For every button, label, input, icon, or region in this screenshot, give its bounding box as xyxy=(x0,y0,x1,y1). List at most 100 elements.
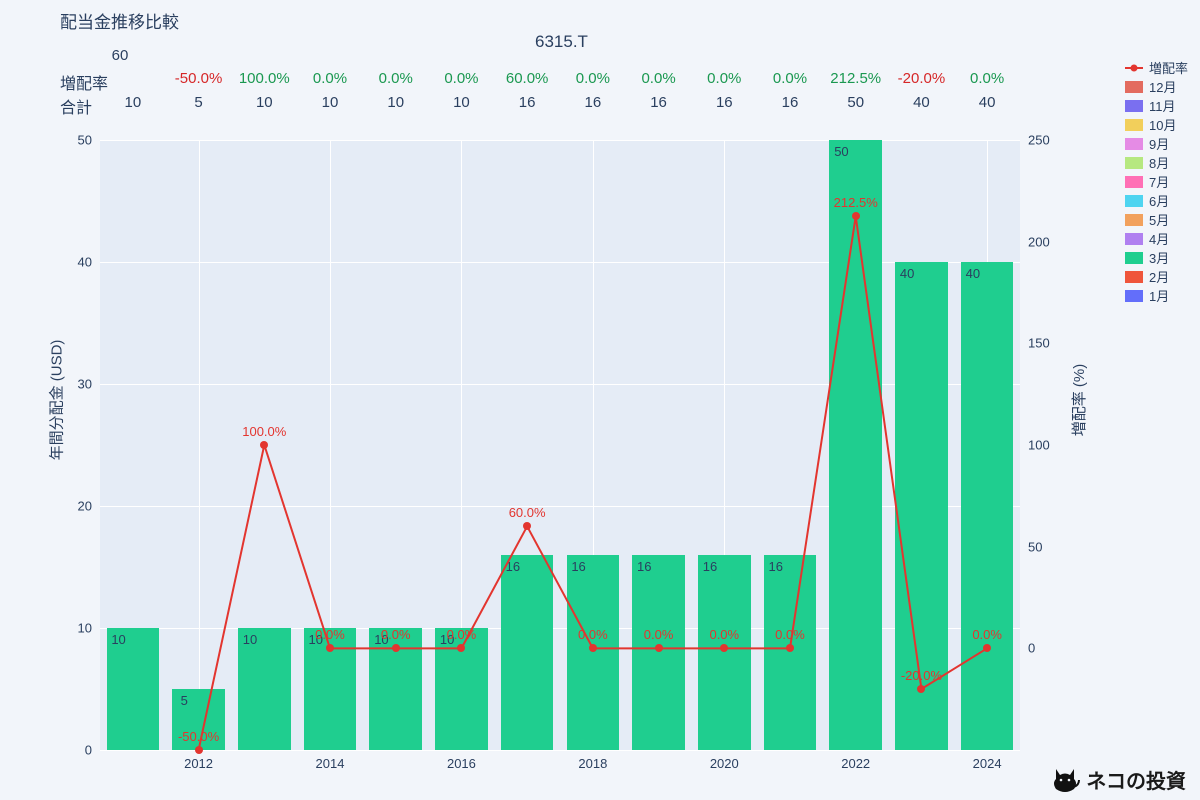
growth-cell: -20.0% xyxy=(898,70,946,87)
line-point[interactable] xyxy=(392,644,400,652)
legend-item-month[interactable]: 6月 xyxy=(1125,191,1188,210)
legend-label: 2月 xyxy=(1149,267,1169,286)
legend-item-month[interactable]: 4月 xyxy=(1125,229,1188,248)
line-point[interactable] xyxy=(655,644,663,652)
x-tick: 2012 xyxy=(184,750,213,771)
growth-cell: 212.5% xyxy=(830,70,881,87)
y-left-tick: 30 xyxy=(78,377,100,392)
legend-item-line[interactable]: 増配率 xyxy=(1125,58,1188,77)
chart-subtitle: 6315.T xyxy=(535,32,588,52)
total-cell: 16 xyxy=(716,94,733,111)
legend-item-month[interactable]: 1月 xyxy=(1125,286,1188,305)
y-left-tick-top: 60 xyxy=(112,47,129,64)
legend-label: 1月 xyxy=(1149,286,1169,305)
line-point[interactable] xyxy=(260,441,268,449)
line-point-label: 0.0% xyxy=(972,627,1002,642)
y-right-tick: 200 xyxy=(1020,234,1050,249)
growth-cell: 0.0% xyxy=(707,70,741,87)
total-cell: 16 xyxy=(519,94,536,111)
x-tick: 2014 xyxy=(316,750,345,771)
line-point-label: 0.0% xyxy=(775,627,805,642)
y-right-tick: 100 xyxy=(1020,438,1050,453)
plot-area: 105101010101616161616504040 -50.0%100.0%… xyxy=(100,140,1020,750)
watermark: ネコの投資 xyxy=(1050,765,1186,794)
legend-label: 増配率 xyxy=(1149,58,1188,77)
legend-label: 5月 xyxy=(1149,210,1169,229)
legend-label: 11月 xyxy=(1149,96,1176,115)
line-point[interactable] xyxy=(523,522,531,530)
line-point[interactable] xyxy=(589,644,597,652)
legend-label: 4月 xyxy=(1149,229,1169,248)
x-tick: 2020 xyxy=(710,750,739,771)
line-point[interactable] xyxy=(720,644,728,652)
line-point[interactable] xyxy=(852,212,860,220)
total-cell: 5 xyxy=(194,94,202,111)
legend-item-month[interactable]: 12月 xyxy=(1125,77,1188,96)
line-point-label: 0.0% xyxy=(315,627,345,642)
row-label-total: 合計 xyxy=(60,94,92,118)
line-point-label: 60.0% xyxy=(509,505,546,520)
legend-label: 3月 xyxy=(1149,248,1169,267)
y-right-tick: 250 xyxy=(1020,133,1050,148)
growth-cell: 0.0% xyxy=(970,70,1004,87)
line-point[interactable] xyxy=(917,685,925,693)
growth-cell: 60.0% xyxy=(506,70,549,87)
legend-label: 6月 xyxy=(1149,191,1169,210)
y-axis-right-title: 増配率 (%) xyxy=(1068,364,1089,437)
legend-label: 10月 xyxy=(1149,115,1176,134)
legend-item-month[interactable]: 10月 xyxy=(1125,115,1188,134)
total-cell: 10 xyxy=(125,94,142,111)
y-left-tick: 10 xyxy=(78,621,100,636)
growth-cell: 0.0% xyxy=(313,70,347,87)
line-point-label: 0.0% xyxy=(709,627,739,642)
line-point-label: 0.0% xyxy=(381,627,411,642)
y-left-tick: 0 xyxy=(85,743,100,758)
growth-cell: 0.0% xyxy=(444,70,478,87)
y-right-tick: 0 xyxy=(1020,641,1035,656)
cat-icon xyxy=(1050,767,1080,793)
legend-item-month[interactable]: 9月 xyxy=(1125,134,1188,153)
x-tick: 2018 xyxy=(578,750,607,771)
x-tick: 2022 xyxy=(841,750,870,771)
line-point-label: 0.0% xyxy=(578,627,608,642)
line-point[interactable] xyxy=(457,644,465,652)
row-label-growth: 増配率 xyxy=(60,70,108,94)
total-cell: 10 xyxy=(256,94,273,111)
legend-item-month[interactable]: 2月 xyxy=(1125,267,1188,286)
x-tick: 2016 xyxy=(447,750,476,771)
total-cell: 16 xyxy=(585,94,602,111)
growth-cell: 0.0% xyxy=(576,70,610,87)
legend-item-month[interactable]: 3月 xyxy=(1125,248,1188,267)
growth-cell: 0.0% xyxy=(773,70,807,87)
total-cell: 10 xyxy=(387,94,404,111)
total-cell: 16 xyxy=(782,94,799,111)
y-right-tick: 50 xyxy=(1020,539,1042,554)
legend-label: 7月 xyxy=(1149,172,1169,191)
line-point[interactable] xyxy=(326,644,334,652)
line-point[interactable] xyxy=(983,644,991,652)
line-point[interactable] xyxy=(786,644,794,652)
line-point-label: 0.0% xyxy=(644,627,674,642)
growth-cell: 100.0% xyxy=(239,70,290,87)
chart-title: 配当金推移比較 xyxy=(60,8,179,33)
line-point-label: 100.0% xyxy=(242,424,286,439)
watermark-text: ネコの投資 xyxy=(1086,765,1186,794)
total-cell: 40 xyxy=(979,94,996,111)
legend-label: 9月 xyxy=(1149,134,1169,153)
total-cell: 10 xyxy=(453,94,470,111)
legend[interactable]: 増配率12月11月10月9月8月7月6月5月4月3月2月1月 xyxy=(1125,58,1188,305)
line-point-label: 0.0% xyxy=(447,627,477,642)
legend-item-month[interactable]: 5月 xyxy=(1125,210,1188,229)
growth-line xyxy=(100,140,1020,750)
line-point-label: 212.5% xyxy=(834,195,878,210)
y-right-tick: 150 xyxy=(1020,336,1050,351)
total-cell: 10 xyxy=(322,94,339,111)
total-cell: 50 xyxy=(847,94,864,111)
legend-item-month[interactable]: 11月 xyxy=(1125,96,1188,115)
legend-item-month[interactable]: 8月 xyxy=(1125,153,1188,172)
line-point-label: -50.0% xyxy=(178,729,219,744)
total-cell: 16 xyxy=(650,94,667,111)
legend-label: 12月 xyxy=(1149,77,1176,96)
y-left-tick: 40 xyxy=(78,255,100,270)
legend-item-month[interactable]: 7月 xyxy=(1125,172,1188,191)
